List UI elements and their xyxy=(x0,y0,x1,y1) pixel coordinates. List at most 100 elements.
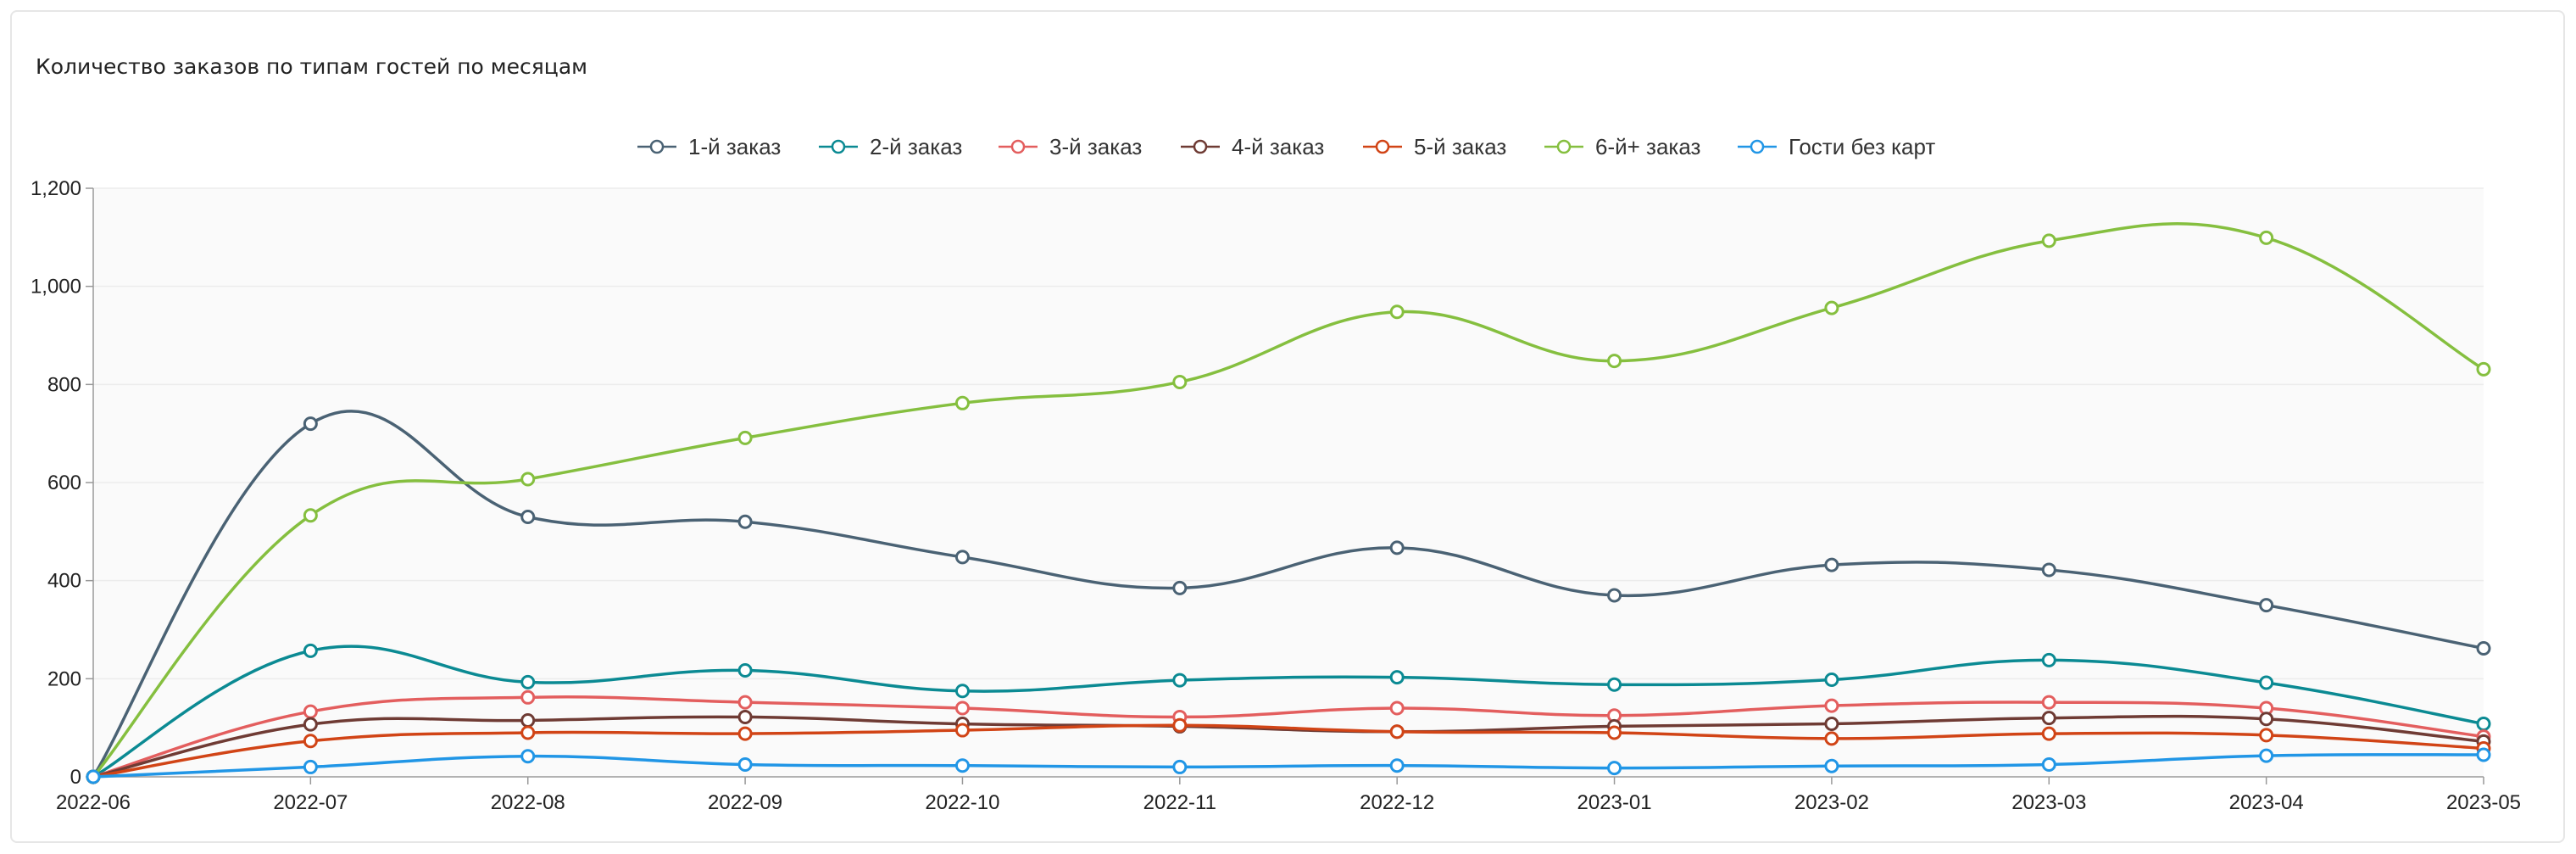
data-point[interactable] xyxy=(303,734,318,749)
data-point[interactable] xyxy=(2041,695,2056,710)
data-point[interactable] xyxy=(954,758,970,773)
data-point[interactable] xyxy=(954,550,970,565)
legend-item[interactable]: 1-й заказ xyxy=(637,134,781,159)
data-point[interactable] xyxy=(2041,652,2056,667)
data-point[interactable] xyxy=(520,689,536,705)
data-point[interactable] xyxy=(2041,726,2056,741)
data-point[interactable] xyxy=(2259,598,2274,613)
data-point[interactable] xyxy=(1389,670,1405,685)
x-tick-label: 2022-06 xyxy=(56,791,131,814)
data-point[interactable] xyxy=(1389,758,1405,773)
data-point[interactable] xyxy=(1389,701,1405,716)
data-point[interactable] xyxy=(520,472,536,487)
data-point[interactable] xyxy=(737,663,753,678)
data-point[interactable] xyxy=(303,416,318,432)
data-point[interactable] xyxy=(2476,361,2491,377)
data-point[interactable] xyxy=(1824,557,1839,572)
data-point[interactable] xyxy=(303,508,318,523)
y-tick-label: 1,200 xyxy=(31,177,81,200)
x-tick-label: 2022-11 xyxy=(1143,791,1216,814)
legend-marker-icon xyxy=(1193,139,1208,154)
data-point[interactable] xyxy=(737,514,753,529)
series-line xyxy=(92,714,2484,779)
data-point[interactable] xyxy=(2041,757,2056,773)
legend-marker-icon xyxy=(1375,139,1390,154)
data-point[interactable] xyxy=(954,701,970,716)
data-point[interactable] xyxy=(954,723,970,738)
data-point[interactable] xyxy=(737,726,753,741)
x-tick-label: 2022-08 xyxy=(491,791,565,814)
data-point[interactable] xyxy=(303,704,318,719)
legend-item[interactable]: 2-й заказ xyxy=(819,134,962,159)
data-point[interactable] xyxy=(2041,233,2056,248)
series-line xyxy=(92,410,2484,778)
legend[interactable]: 1-й заказ 2-й заказ 3-й заказ 4-й заказ 5-й … xyxy=(637,134,1935,159)
data-point[interactable] xyxy=(520,712,536,728)
data-point[interactable] xyxy=(737,430,753,445)
data-point[interactable] xyxy=(1607,354,1622,369)
data-point[interactable] xyxy=(520,725,536,740)
data-point[interactable] xyxy=(86,769,101,784)
data-point[interactable] xyxy=(520,749,536,764)
data-point[interactable] xyxy=(2259,230,2274,245)
data-point[interactable] xyxy=(303,717,318,732)
x-tick-label: 2023-03 xyxy=(2011,791,2086,814)
data-point[interactable] xyxy=(737,695,753,710)
data-point[interactable] xyxy=(1824,698,1839,713)
data-point[interactable] xyxy=(1607,761,1622,776)
data-point[interactable] xyxy=(954,684,970,699)
data-point[interactable] xyxy=(2259,728,2274,743)
data-point[interactable] xyxy=(2259,748,2274,763)
data-point[interactable] xyxy=(1824,300,1839,315)
data-point[interactable] xyxy=(1824,717,1839,732)
data-point[interactable] xyxy=(1389,540,1405,555)
y-axis-ticks: 0 200 400 600 800 1,000 1,200 xyxy=(31,177,94,789)
y-tick-label: 600 xyxy=(47,472,81,494)
legend-item[interactable]: Гости без карт xyxy=(1738,134,1935,159)
x-tick-label: 2023-01 xyxy=(1577,791,1652,814)
data-point[interactable] xyxy=(1607,588,1622,603)
x-tick-label: 2022-07 xyxy=(273,791,348,814)
legend-item[interactable]: 4-й заказ xyxy=(1181,134,1324,159)
data-point[interactable] xyxy=(1607,725,1622,740)
legend-item[interactable]: 6-й+ заказ xyxy=(1544,134,1700,159)
x-tick-label: 2023-02 xyxy=(1794,791,1869,814)
data-point[interactable] xyxy=(1824,758,1839,773)
legend-label: 6-й+ заказ xyxy=(1595,134,1700,159)
data-point[interactable] xyxy=(2041,562,2056,578)
data-point[interactable] xyxy=(303,643,318,658)
data-point[interactable] xyxy=(520,674,536,689)
y-tick-label: 1,000 xyxy=(31,276,81,299)
data-point[interactable] xyxy=(1824,731,1839,746)
data-point[interactable] xyxy=(2476,747,2491,762)
data-point[interactable] xyxy=(1172,374,1188,389)
data-point[interactable] xyxy=(303,759,318,774)
data-point[interactable] xyxy=(1172,717,1188,733)
data-point[interactable] xyxy=(520,509,536,524)
data-point[interactable] xyxy=(2259,712,2274,727)
series-line xyxy=(92,645,2484,779)
data-point[interactable] xyxy=(2476,640,2491,656)
data-point[interactable] xyxy=(1607,677,1622,692)
data-point[interactable] xyxy=(1172,759,1188,774)
legend-label: 1-й заказ xyxy=(688,134,781,159)
data-point[interactable] xyxy=(1172,580,1188,595)
data-point[interactable] xyxy=(1172,673,1188,688)
data-point[interactable] xyxy=(1389,304,1405,320)
x-tick-label: 2022-12 xyxy=(1360,791,1434,814)
data-point[interactable] xyxy=(737,709,753,724)
data-point[interactable] xyxy=(954,395,970,410)
chart-title: Количество заказов по типам гостей по ме… xyxy=(36,54,588,79)
x-tick-label: 2023-05 xyxy=(2446,791,2521,814)
data-point[interactable] xyxy=(1389,724,1405,740)
data-point[interactable] xyxy=(2259,675,2274,690)
data-point[interactable] xyxy=(2041,711,2056,726)
legend-label: 5-й заказ xyxy=(1414,134,1506,159)
series-group xyxy=(86,747,2491,784)
data-point[interactable] xyxy=(1824,672,1839,687)
legend-item[interactable]: 3-й заказ xyxy=(999,134,1142,159)
data-point[interactable] xyxy=(2476,717,2491,732)
legend-item[interactable]: 5-й заказ xyxy=(1363,134,1506,159)
legend-marker-icon xyxy=(1010,139,1026,154)
data-point[interactable] xyxy=(737,757,753,773)
